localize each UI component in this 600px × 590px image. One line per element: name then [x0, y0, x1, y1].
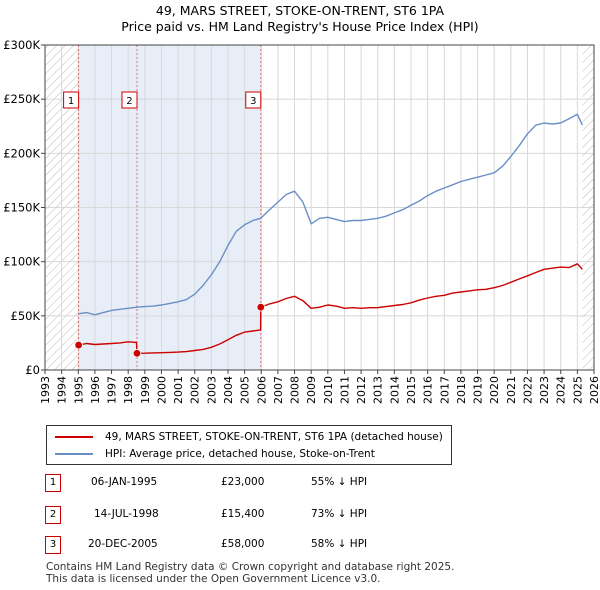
x-tick-label: 2006 — [255, 376, 268, 404]
x-tick-label: 2010 — [322, 376, 335, 404]
transaction-number: 3 — [45, 536, 61, 554]
transaction-date: 14-JUL-1998 — [94, 508, 159, 520]
sale-label-box-1 — [63, 91, 80, 109]
legend-item-property: 49, MARS STREET, STOKE-ON-TRENT, ST6 1PA… — [55, 429, 443, 445]
x-tick-label: 2018 — [455, 376, 468, 404]
x-tick-label: 1995 — [72, 376, 85, 404]
footer-copyright: Contains HM Land Registry data © Crown c… — [46, 561, 455, 573]
sale-label-3: 3 — [250, 96, 256, 107]
transaction-price: £58,000 — [221, 538, 265, 550]
sale-point-3 — [256, 302, 265, 312]
y-tick-label: £0 — [25, 363, 40, 377]
x-tick-label: 2016 — [422, 376, 435, 404]
x-tick-label: 2023 — [538, 376, 551, 404]
x-tick-label: 2024 — [555, 376, 568, 404]
y-tick-label: £100K — [3, 255, 40, 269]
legend-swatch-property — [55, 436, 93, 438]
x-tick-label: 2021 — [505, 376, 518, 404]
x-tick-label: 2022 — [521, 376, 534, 404]
x-tick-label: 2012 — [355, 376, 368, 404]
x-tick-label: 2002 — [189, 376, 202, 404]
x-tick-label: 2017 — [438, 376, 451, 404]
transaction-row: 2 14-JUL-1998 £15,400 73% ↓ HPI — [45, 504, 445, 526]
transaction-delta: 73% ↓ HPI — [311, 508, 368, 520]
transaction-price: £23,000 — [221, 476, 265, 488]
x-tick-label: 2007 — [272, 376, 285, 404]
y-tick-label: £50K — [11, 309, 41, 323]
legend-label-hpi: HPI: Average price, detached house, Stok… — [105, 448, 375, 460]
x-tick-label: 2013 — [372, 376, 385, 404]
sale-point-1 — [74, 340, 83, 350]
x-tick-label: 1998 — [122, 376, 135, 404]
transaction-delta: 58% ↓ HPI — [311, 538, 368, 550]
x-tick-label: 1994 — [56, 376, 69, 404]
sale-label-box-2 — [121, 91, 138, 109]
chart-subtitle: Price paid vs. HM Land Registry's House … — [121, 19, 479, 34]
x-tick-label: 2025 — [571, 376, 584, 404]
x-tick-label: 2015 — [405, 376, 418, 404]
transaction-price: £15,400 — [221, 508, 265, 520]
sale-point-2 — [132, 349, 142, 358]
y-tick-label: £300K — [3, 38, 40, 52]
x-tick-label: 2009 — [305, 376, 318, 404]
x-tick-label: 2008 — [289, 376, 302, 404]
x-tick-label: 2020 — [488, 376, 501, 404]
transaction-number: 1 — [45, 474, 61, 492]
x-tick-label: 1997 — [106, 376, 119, 404]
sale-label-box-3 — [245, 91, 262, 109]
x-tick-label: 1999 — [139, 376, 152, 404]
x-tick-label: 2003 — [205, 376, 218, 404]
transaction-row: 1 06-JAN-1995 £23,000 55% ↓ HPI — [45, 472, 445, 494]
x-tick-label: 2000 — [155, 376, 168, 404]
hpi-line — [78, 113, 584, 316]
sale-label-2: 2 — [126, 96, 132, 107]
x-tick-label: 2004 — [222, 376, 235, 404]
x-tick-label: 1996 — [89, 376, 102, 404]
transaction-delta: 55% ↓ HPI — [311, 476, 368, 488]
x-tick-label: 2011 — [338, 376, 351, 404]
legend: 49, MARS STREET, STOKE-ON-TRENT, ST6 1PA… — [46, 425, 452, 465]
legend-swatch-hpi — [55, 453, 93, 455]
transaction-date: 06-JAN-1995 — [91, 476, 158, 488]
price-chart: 1 2 3 £0 £50K £100K £150K £200K £250K £300K 1993 1… — [3, 38, 600, 404]
sale-label-1: 1 — [68, 96, 74, 107]
footer-licence: This data is licensed under the Open Gov… — [46, 573, 381, 585]
x-tick-label: 2026 — [588, 376, 600, 404]
property-price-line — [78, 263, 583, 354]
chart-title: 49, MARS STREET, STOKE-ON-TRENT, ST6 1PA — [155, 3, 445, 18]
y-tick-label: £200K — [3, 146, 40, 160]
x-tick-label: 2001 — [172, 376, 185, 404]
legend-item-hpi: HPI: Average price, detached house, Stok… — [55, 446, 375, 462]
y-tick-label: £150K — [3, 201, 40, 215]
transaction-number: 2 — [45, 506, 61, 524]
legend-label-property: 49, MARS STREET, STOKE-ON-TRENT, ST6 1PA… — [105, 431, 443, 443]
x-tick-label: 2005 — [239, 376, 252, 404]
x-tick-label: 1993 — [39, 376, 52, 404]
y-tick-label: £250K — [3, 92, 40, 106]
x-tick-label: 2019 — [472, 376, 485, 404]
x-tick-label: 2014 — [388, 376, 401, 404]
transaction-date: 20-DEC-2005 — [88, 538, 158, 550]
transaction-row: 3 20-DEC-2005 £58,000 58% ↓ HPI — [45, 534, 445, 556]
